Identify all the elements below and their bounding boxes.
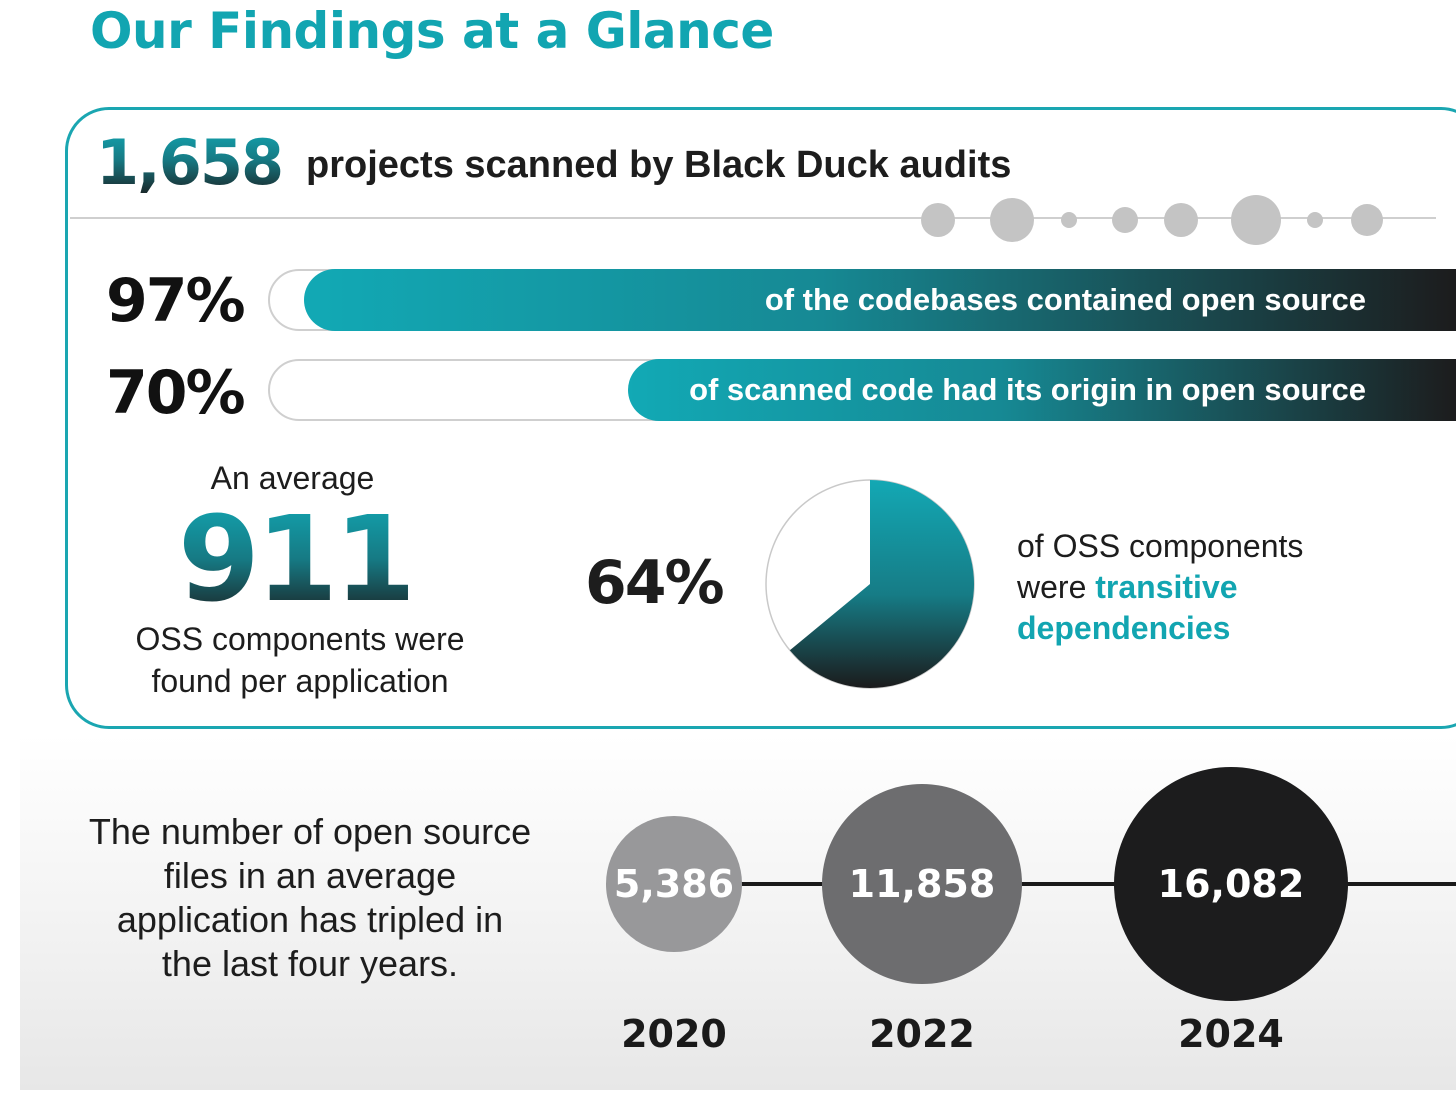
timeline-bubble-2022: 11,858	[821, 783, 1023, 985]
bar-2-fill: of scanned code had its origin in open s…	[628, 359, 1456, 421]
timeline-year-label: 2022	[869, 1012, 975, 1056]
projects-count: 1,658	[96, 126, 284, 199]
pie-desc-line-1: of OSS components	[1017, 528, 1304, 564]
dot-icon	[1231, 195, 1281, 245]
growth-line-3: application has tripled in	[116, 899, 504, 940]
timeline-bubble-2020: 5,386	[606, 816, 742, 952]
page-title: Our Findings at a Glance	[90, 2, 774, 60]
divider-line	[70, 217, 1436, 219]
pie-percent: 64%	[585, 548, 725, 618]
pie-desc-line-3: dependencies	[1017, 610, 1231, 646]
average-line-1: OSS components were	[135, 621, 465, 657]
bar-1-label: of the codebases contained open source	[764, 282, 1366, 317]
dot-icon	[1164, 203, 1198, 237]
growth-line-2: files in an average	[163, 855, 457, 896]
bar-1-percent: 97%	[106, 266, 246, 336]
dot-icon	[1351, 204, 1383, 236]
timeline-bubble-2024: 16,082	[1114, 767, 1348, 1001]
average-intro: An average	[210, 460, 375, 496]
average-description: OSS components were found per applicatio…	[100, 618, 500, 702]
dot-icon	[1061, 212, 1077, 228]
findings-frame	[65, 107, 1456, 729]
pie-desc-line-2: were transitive	[1017, 567, 1377, 608]
growth-line-1: The number of open source	[88, 811, 532, 852]
dot-icon	[921, 203, 955, 237]
dot-icon	[1307, 212, 1323, 228]
timeline-value-label: 16,082	[1157, 862, 1305, 906]
growth-line-4: the last four years.	[161, 943, 459, 984]
bar-1-fill: of the codebases contained open source	[304, 269, 1456, 331]
bar-2-label: of scanned code had its origin in open s…	[689, 372, 1366, 407]
dot-icon	[990, 198, 1034, 242]
timeline-line	[720, 882, 1456, 886]
pie-slice	[789, 480, 974, 688]
projects-label: projects scanned by Black Duck audits	[306, 144, 1012, 186]
pie-desc-plain: were	[1017, 569, 1096, 605]
average-number: 911	[160, 494, 430, 624]
dot-icon	[1112, 207, 1138, 233]
pie-desc-accent: transitive	[1095, 569, 1238, 605]
timeline-year-label: 2020	[621, 1012, 727, 1056]
pie-description: of OSS components were transitive depend…	[1017, 526, 1377, 649]
timeline-year-label: 2024	[1178, 1012, 1284, 1056]
growth-text: The number of open source files in an av…	[60, 810, 560, 986]
average-line-2: found per application	[151, 663, 449, 699]
timeline-value-label: 11,858	[848, 861, 996, 906]
pie-chart	[765, 479, 975, 689]
bar-2-percent: 70%	[106, 358, 246, 428]
timeline-value-label: 5,386	[613, 861, 735, 906]
